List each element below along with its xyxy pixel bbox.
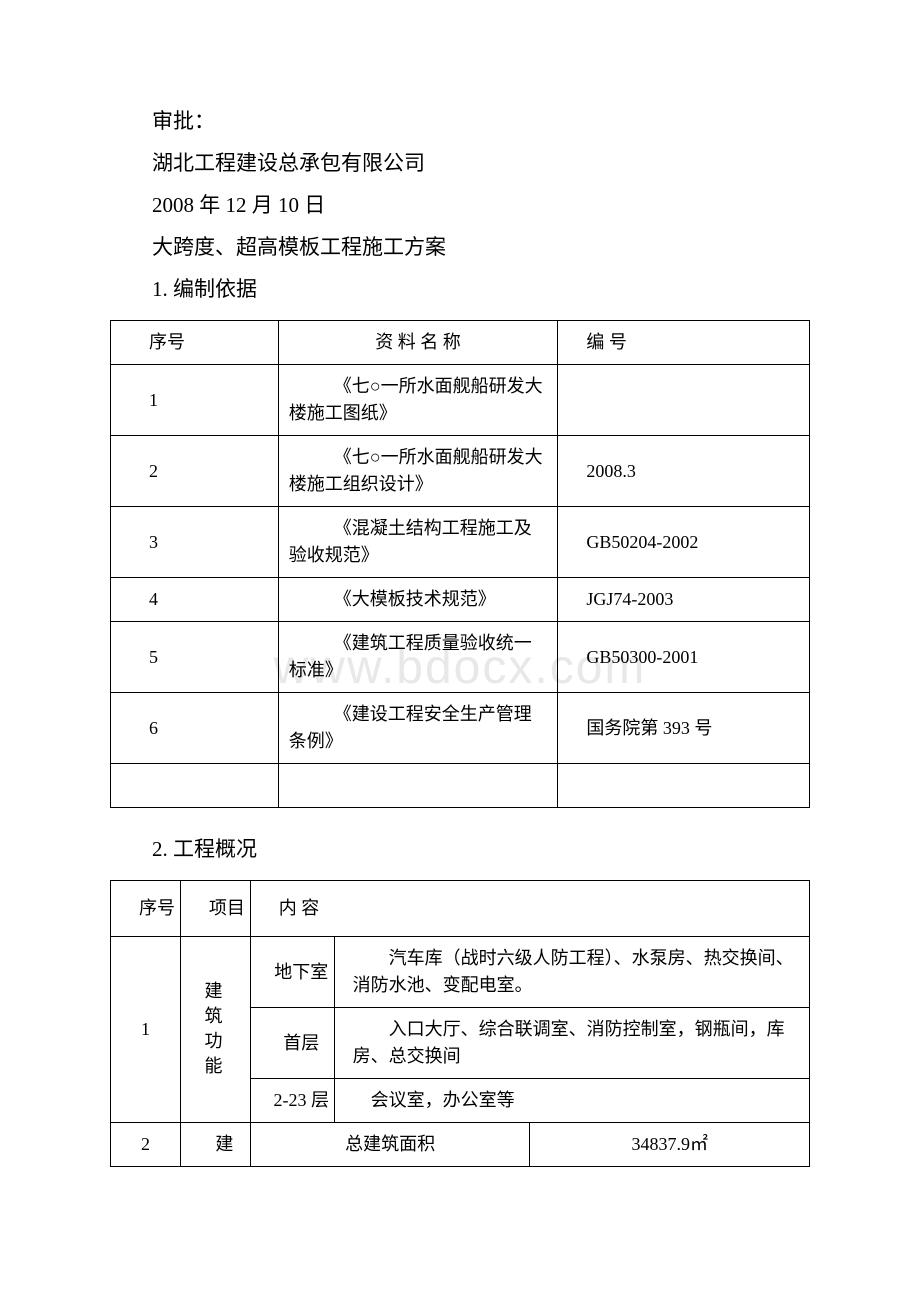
project-overview-table: 序号 项目 内 容 1 建筑功能 地下室 汽车库（战时六级人防工程）、水泵房、热…: [110, 880, 810, 1167]
header-seq: 序号: [111, 321, 279, 365]
cell-name: 《七○一所水面舰船研发大楼施工图纸》: [278, 365, 558, 436]
section1-heading: 1. 编制依据: [110, 268, 810, 310]
table-row: 1 《七○一所水面舰船研发大楼施工图纸》: [111, 365, 810, 436]
cell-code: 国务院第 393 号: [558, 693, 810, 764]
document-header: 审批： 湖北工程建设总承包有限公司 2008 年 12 月 10 日 大跨度、超…: [110, 100, 810, 310]
section2-heading: 2. 工程概况: [110, 828, 810, 870]
cell-empty: [111, 764, 279, 808]
table-empty-row: [111, 764, 810, 808]
cell-content: 入口大厅、综合联调室、消防控制室，钢瓶间，库房、总交换间: [334, 1008, 809, 1079]
date-line: 2008 年 12 月 10 日: [110, 184, 810, 226]
cell-seq: 3: [111, 507, 279, 578]
cell-code: GB50300-2001: [558, 622, 810, 693]
table-row: 5 《建筑工程质量验收统一标准》 GB50300-2001: [111, 622, 810, 693]
header-name: 资 料 名 称: [278, 321, 558, 365]
table-row: 3 《混凝土结构工程施工及验收规范》 GB50204-2002: [111, 507, 810, 578]
cell-sublabel: 首层: [250, 1008, 334, 1079]
approval-line: 审批：: [110, 100, 810, 142]
compilation-basis-table: 序号 资 料 名 称 编 号 1 《七○一所水面舰船研发大楼施工图纸》 2 《七…: [110, 320, 810, 808]
cell-content: 汽车库（战时六级人防工程）、水泵房、热交换间、消防水池、变配电室。: [334, 937, 809, 1008]
cell-code: [558, 365, 810, 436]
cell-empty: [558, 764, 810, 808]
cell-name: 《建设工程安全生产管理条例》: [278, 693, 558, 764]
cell-seq: 6: [111, 693, 279, 764]
cell-item: 建: [180, 1123, 250, 1167]
header-code: 编 号: [558, 321, 810, 365]
cell-code: GB50204-2002: [558, 507, 810, 578]
cell-name: 《七○一所水面舰船研发大楼施工组织设计》: [278, 436, 558, 507]
table-header-row: 序号 项目 内 容: [111, 881, 810, 937]
title-line: 大跨度、超高模板工程施工方案: [110, 226, 810, 268]
header-seq: 序号: [111, 881, 181, 937]
cell-seq: 2: [111, 436, 279, 507]
company-line: 湖北工程建设总承包有限公司: [110, 142, 810, 184]
table-row: 1 建筑功能 地下室 汽车库（战时六级人防工程）、水泵房、热交换间、消防水池、变…: [111, 937, 810, 1008]
cell-seq: 1: [111, 937, 181, 1123]
cell-sublabel: 2-23 层: [250, 1079, 334, 1123]
cell-seq: 2: [111, 1123, 181, 1167]
table-row: 2 《七○一所水面舰船研发大楼施工组织设计》 2008.3: [111, 436, 810, 507]
cell-code: 2008.3: [558, 436, 810, 507]
cell-name: 《建筑工程质量验收统一标准》: [278, 622, 558, 693]
cell-value: 34837.9㎡: [530, 1123, 810, 1167]
table-row: 6 《建设工程安全生产管理条例》 国务院第 393 号: [111, 693, 810, 764]
cell-name: 《混凝土结构工程施工及验收规范》: [278, 507, 558, 578]
cell-name: 《大模板技术规范》: [278, 578, 558, 622]
cell-code: JGJ74-2003: [558, 578, 810, 622]
table-row: 2 建 总建筑面积 34837.9㎡: [111, 1123, 810, 1167]
cell-sublabel: 地下室: [250, 937, 334, 1008]
header-content: 内 容: [250, 881, 809, 937]
cell-seq: 4: [111, 578, 279, 622]
cell-label: 总建筑面积: [250, 1123, 530, 1167]
cell-empty: [278, 764, 558, 808]
cell-seq: 1: [111, 365, 279, 436]
table-header-row: 序号 资 料 名 称 编 号: [111, 321, 810, 365]
table-row: 4 《大模板技术规范》 JGJ74-2003: [111, 578, 810, 622]
header-item: 项目: [180, 881, 250, 937]
cell-item: 建筑功能: [180, 937, 250, 1123]
cell-content: 会议室，办公室等: [334, 1079, 809, 1123]
cell-seq: 5: [111, 622, 279, 693]
